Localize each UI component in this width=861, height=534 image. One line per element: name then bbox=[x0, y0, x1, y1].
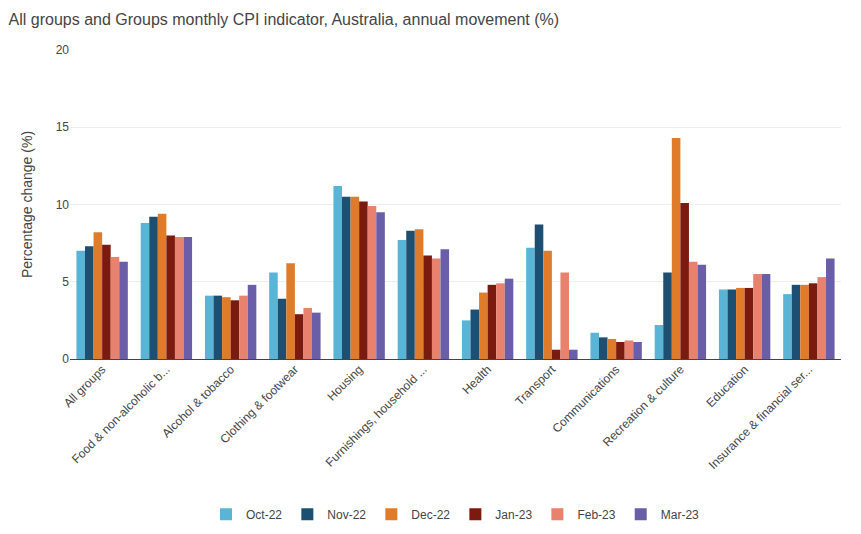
svg-text:Nov-22: Nov-22 bbox=[327, 508, 366, 522]
svg-text:Feb-23: Feb-23 bbox=[577, 508, 615, 522]
svg-text:Percentage change (%): Percentage change (%) bbox=[19, 131, 35, 278]
svg-text:Health: Health bbox=[460, 362, 494, 396]
svg-text:Alcohol & tobacco: Alcohol & tobacco bbox=[159, 362, 237, 440]
svg-text:Housing: Housing bbox=[324, 362, 365, 403]
svg-text:0: 0 bbox=[62, 352, 69, 366]
svg-text:15: 15 bbox=[56, 120, 70, 134]
svg-text:20: 20 bbox=[56, 43, 70, 57]
svg-text:Clothing & footwear: Clothing & footwear bbox=[217, 362, 301, 446]
svg-text:Recreation & culture: Recreation & culture bbox=[600, 362, 687, 449]
svg-text:5: 5 bbox=[62, 275, 69, 289]
svg-text:Furnishings, household ...: Furnishings, household ... bbox=[323, 362, 430, 469]
svg-text:Insurance & financial ser...: Insurance & financial ser... bbox=[706, 362, 815, 471]
svg-text:Jan-23: Jan-23 bbox=[495, 508, 532, 522]
svg-text:Dec-22: Dec-22 bbox=[411, 508, 450, 522]
svg-text:Education: Education bbox=[703, 362, 751, 410]
svg-text:All groups: All groups bbox=[61, 362, 109, 410]
svg-text:Communications: Communications bbox=[549, 362, 622, 435]
svg-text:Transport: Transport bbox=[512, 362, 558, 408]
svg-text:10: 10 bbox=[56, 198, 70, 212]
svg-text:All groups and Groups monthly: All groups and Groups monthly CPI indica… bbox=[9, 11, 560, 28]
svg-text:Food & non-alcoholic b...: Food & non-alcoholic b... bbox=[69, 362, 173, 466]
svg-text:Oct-22: Oct-22 bbox=[246, 508, 282, 522]
svg-text:Mar-23: Mar-23 bbox=[661, 508, 699, 522]
